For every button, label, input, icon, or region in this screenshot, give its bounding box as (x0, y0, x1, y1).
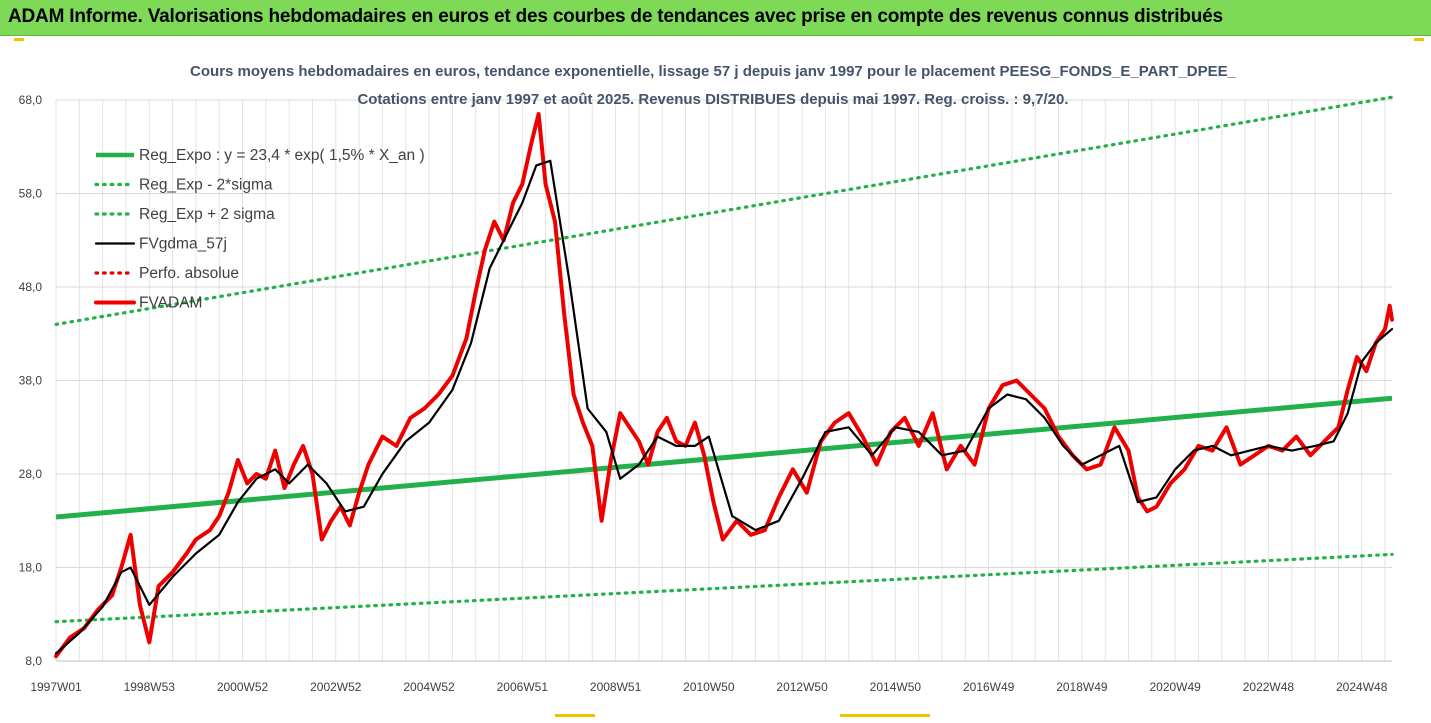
legend-label: FVgdma_57j (139, 236, 227, 253)
legend-label: Reg_Exp - 2*sigma (139, 177, 273, 194)
series-line-2 (54, 95, 1394, 326)
chart-frame: 8,0 18,0 28,0 38,0 48,0 58,0 68,0 1997W01 1998W… (0, 36, 1431, 718)
legend-label: Perfo. absolue (139, 265, 239, 282)
y-tick-label: 38,0 (19, 374, 43, 388)
legend-label: Reg_Exp + 2 sigma (139, 206, 275, 223)
corner-mark-bottom-right (840, 714, 930, 717)
corner-mark-bottom-left (555, 714, 595, 717)
x-tick-label: 2002W52 (310, 680, 362, 694)
series-line-5 (54, 112, 1394, 659)
x-tick-label: 2014W50 (870, 680, 922, 694)
x-tick-label: 2012W50 (776, 680, 828, 694)
x-tick-label: 2016W49 (963, 680, 1015, 694)
corner-mark-top-left (14, 38, 24, 41)
series-line-3 (54, 159, 1394, 655)
y-tick-label: 8,0 (25, 654, 42, 668)
chart-subtitle: Cotations entre janv 1997 et août 2025. … (357, 91, 1068, 108)
y-tick-label: 58,0 (19, 187, 43, 201)
x-tick-label: 2022W48 (1243, 680, 1295, 694)
x-tick-label: 2020W49 (1149, 680, 1201, 694)
legend-label: FVADAM (139, 295, 202, 312)
chart: 8,0 18,0 28,0 38,0 48,0 58,0 68,0 1997W01 1998W… (0, 36, 1431, 718)
corner-mark-top-right (1414, 38, 1424, 41)
y-tick-label: 68,0 (19, 93, 43, 107)
x-tick-label: 1997W01 (30, 680, 82, 694)
x-tick-label: 2004W52 (403, 680, 455, 694)
series-line-0 (55, 395, 1393, 520)
y-tick-label: 48,0 (19, 280, 43, 294)
x-tick-label: 2006W51 (497, 680, 549, 694)
x-tick-label: 1998W53 (124, 680, 176, 694)
series-line-1 (54, 552, 1394, 624)
x-tick-label: 2024W48 (1336, 680, 1388, 694)
banner-title: ADAM Informe. Valorisations hebdomadaire… (8, 6, 1223, 27)
x-tick-label: 2008W51 (590, 680, 642, 694)
x-tick-label: 2010W50 (683, 680, 735, 694)
y-tick-label: 18,0 (19, 561, 43, 575)
x-tick-label: 2018W49 (1056, 680, 1108, 694)
legend-label: Reg_Expo : y = 23,4 * exp( 1,5% * X_an ) (139, 147, 425, 164)
x-tick-label: 2000W52 (217, 680, 269, 694)
title-banner: ADAM Informe. Valorisations hebdomadaire… (0, 0, 1431, 36)
chart-title: Cours moyens hebdomadaires en euros, ten… (190, 63, 1237, 80)
y-tick-label: 28,0 (19, 467, 43, 481)
